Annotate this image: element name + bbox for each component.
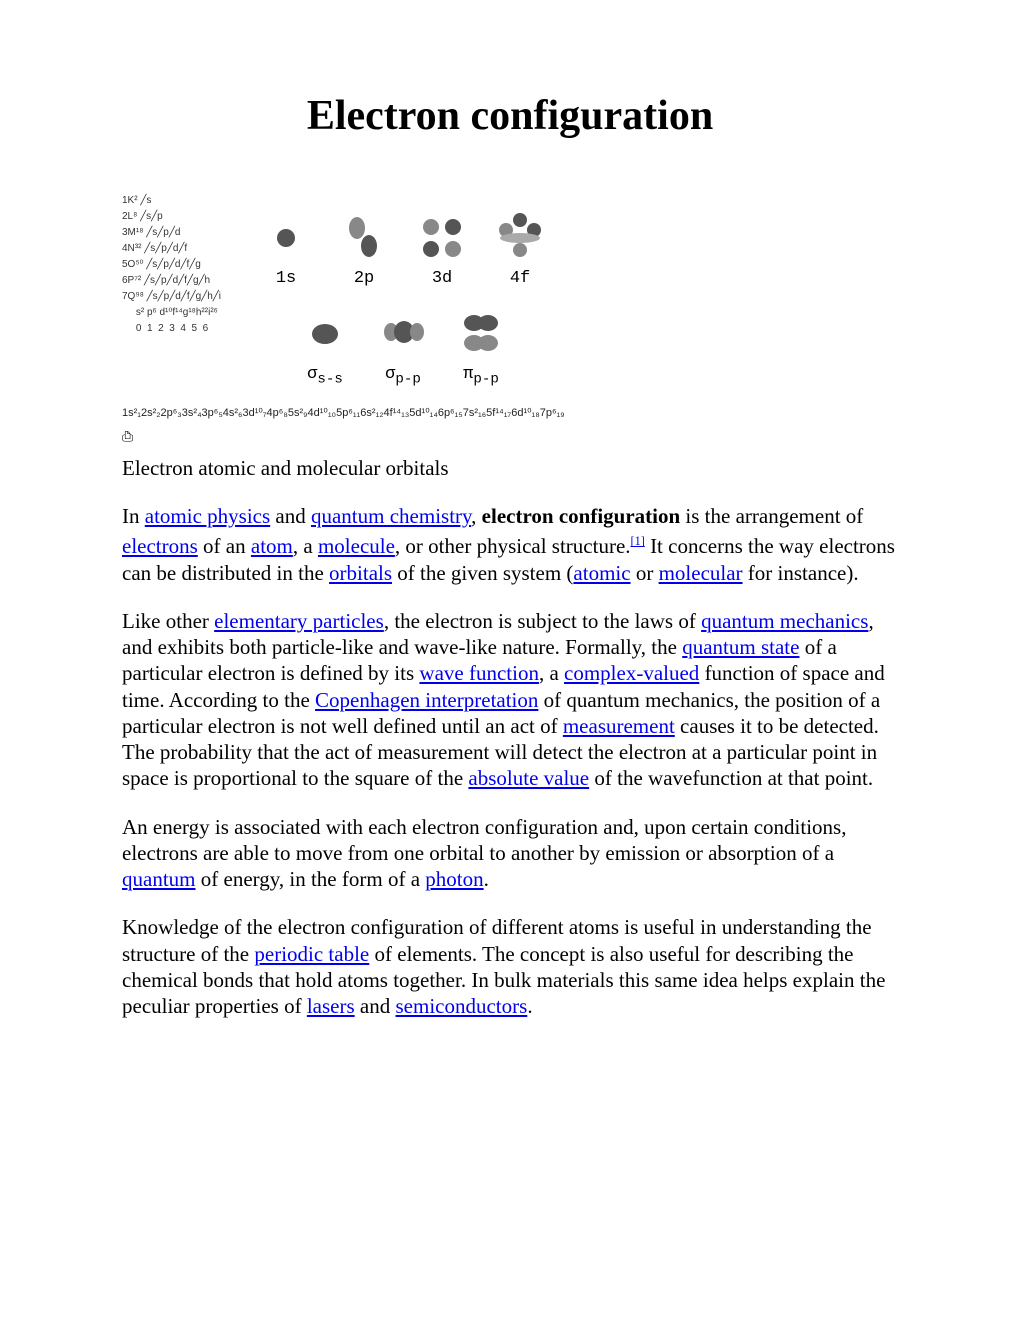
intro-paragraph-4: Knowledge of the electron configuration … <box>122 914 898 1019</box>
link-quantum-mechanics[interactable]: quantum mechanics <box>701 609 868 633</box>
figure-block: 1K² ╱s 2L⁸ ╱s╱p 3M¹⁸ ╱s╱p╱d 4N³² ╱s╱p╱d╱… <box>122 193 898 447</box>
orbital-labels-row1: 1s 2p 3d 4f <box>261 268 545 289</box>
link-electrons[interactable]: electrons <box>122 534 198 558</box>
orbital-sigma-ss <box>300 309 350 359</box>
link-wave-function[interactable]: wave function <box>419 661 539 685</box>
orbital-pi-pp <box>456 309 506 359</box>
link-elementary-particles[interactable]: elementary particles <box>214 609 384 633</box>
link-semiconductors[interactable]: semiconductors <box>396 994 528 1018</box>
link-molecular[interactable]: molecular <box>659 561 743 585</box>
link-orbitals[interactable]: orbitals <box>329 561 392 585</box>
term-electron-configuration: electron configuration <box>482 504 681 528</box>
orbital-shapes: 1s 2p 3d 4f <box>261 193 545 389</box>
orbital-labels-row2: σs-s σp-p πp-p <box>261 364 545 389</box>
intro-paragraph-1: In atomic physics and quantum chemistry,… <box>122 503 898 586</box>
link-quantum[interactable]: quantum <box>122 867 196 891</box>
electron-config-string: 1s²₁2s²₂2p⁶₃3s²₄3p⁶₅4s²₆3d¹⁰₇4p⁶₈5s²₉4d¹… <box>122 407 898 421</box>
link-quantum-state[interactable]: quantum state <box>682 635 799 659</box>
link-periodic-table[interactable]: periodic table <box>254 942 369 966</box>
page-title: Electron configuration <box>122 90 898 143</box>
link-lasers[interactable]: lasers <box>307 994 355 1018</box>
orbital-4f <box>495 213 545 263</box>
link-atomic[interactable]: atomic <box>573 561 630 585</box>
link-atom[interactable]: atom <box>251 534 293 558</box>
orbital-1s <box>261 213 311 263</box>
enlarge-icon[interactable]: ⎙ <box>122 429 133 447</box>
intro-paragraph-2: Like other elementary particles, the ele… <box>122 608 898 792</box>
aufbau-diagonal-chart: 1K² ╱s 2L⁸ ╱s╱p 3M¹⁸ ╱s╱p╱d 4N³² ╱s╱p╱d╱… <box>122 193 221 337</box>
orbital-2p <box>339 213 389 263</box>
figure-caption: Electron atomic and molecular orbitals <box>122 455 898 481</box>
reference-1[interactable]: [1] <box>631 534 645 548</box>
link-atomic-physics[interactable]: atomic physics <box>145 504 270 528</box>
intro-paragraph-3: An energy is associated with each electr… <box>122 814 898 893</box>
link-quantum-chemistry[interactable]: quantum chemistry <box>311 504 471 528</box>
link-measurement[interactable]: measurement <box>563 714 675 738</box>
link-absolute-value[interactable]: absolute value <box>468 766 589 790</box>
orbital-sigma-pp <box>378 309 428 359</box>
link-complex-valued[interactable]: complex-valued <box>564 661 699 685</box>
link-copenhagen-interpretation[interactable]: Copenhagen interpretation <box>315 688 538 712</box>
link-molecule[interactable]: molecule <box>318 534 395 558</box>
orbital-3d <box>417 213 467 263</box>
link-photon[interactable]: photon <box>425 867 483 891</box>
